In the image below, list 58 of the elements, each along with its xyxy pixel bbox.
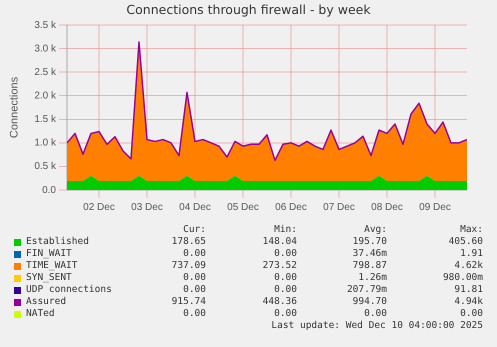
text: 0.00 bbox=[274, 248, 297, 259]
text: 178.65 bbox=[172, 236, 206, 247]
y-tick-label: 2.5 k bbox=[34, 66, 57, 78]
x-tick-label: 09 Dec bbox=[419, 202, 451, 213]
x-tick-label: 07 Dec bbox=[323, 202, 355, 213]
legend-label: Assured bbox=[26, 296, 66, 307]
text: 737.09 bbox=[172, 260, 206, 271]
legend-label: NATed bbox=[26, 308, 55, 319]
text: Max: bbox=[460, 224, 483, 235]
text: 0.00 bbox=[460, 308, 483, 319]
text: 405.60 bbox=[448, 236, 483, 247]
text: 91.81 bbox=[454, 284, 483, 295]
text: 915.74 bbox=[172, 296, 206, 307]
text: 273.52 bbox=[262, 260, 297, 271]
text: 1.26m bbox=[358, 272, 387, 283]
text: 0.00 bbox=[183, 308, 206, 319]
legend-label: TIME_WAIT bbox=[26, 260, 78, 271]
x-tick-label: 05 Dec bbox=[227, 202, 259, 213]
text: Min: bbox=[274, 224, 297, 235]
text: 448.36 bbox=[262, 296, 297, 307]
text: 148.04 bbox=[262, 236, 297, 247]
y-tick-label: 3.0 k bbox=[34, 43, 57, 54]
text: Avg: bbox=[364, 224, 387, 235]
text: 37.46m bbox=[352, 248, 387, 259]
text: Last update: Wed Dec 10 04:00:00 2025 bbox=[271, 320, 483, 331]
chart-title: Connections through firewall - by week bbox=[125, 2, 372, 17]
y-tick-label: 2.0 k bbox=[34, 90, 57, 102]
y-axis-title: Connections bbox=[8, 76, 21, 138]
text: 0.00 bbox=[274, 272, 297, 283]
text: 994.70 bbox=[352, 296, 387, 307]
text: 4.62k bbox=[454, 260, 483, 271]
y-tick-label: 1.0 k bbox=[34, 138, 57, 149]
x-tick-label: 06 Dec bbox=[275, 202, 307, 213]
text: 4.94k bbox=[454, 296, 483, 307]
text: 0.00 bbox=[274, 308, 297, 319]
text: 0.00 bbox=[183, 272, 206, 283]
text: 195.70 bbox=[352, 236, 387, 247]
x-tick-label: 08 Dec bbox=[371, 202, 403, 213]
x-tick-label: 02 Dec bbox=[83, 202, 115, 213]
text: 1.91 bbox=[460, 248, 483, 259]
text: 0.00 bbox=[183, 284, 206, 295]
text: Cur: bbox=[183, 224, 206, 235]
legend-label: Established bbox=[26, 236, 89, 247]
y-tick-label: 0.5 k bbox=[34, 161, 57, 172]
y-tick-label: 0.0 bbox=[42, 184, 56, 196]
text: 207.79m bbox=[346, 284, 387, 295]
text: 798.87 bbox=[352, 260, 387, 271]
legend-label: UDP connections bbox=[26, 284, 112, 295]
text: 0.00 bbox=[183, 248, 206, 259]
legend-label: FIN_WAIT bbox=[26, 248, 72, 259]
text: 0.00 bbox=[364, 308, 387, 319]
text: 0.00 bbox=[274, 284, 297, 295]
y-tick-label: 1.5 k bbox=[34, 114, 57, 126]
legend-label: SYN_SENT bbox=[26, 272, 72, 283]
x-tick-label: 04 Dec bbox=[179, 202, 211, 213]
y-tick-label: 3.5 k bbox=[34, 20, 57, 31]
text: 980.00m bbox=[442, 272, 483, 283]
x-tick-label: 03 Dec bbox=[131, 202, 163, 213]
